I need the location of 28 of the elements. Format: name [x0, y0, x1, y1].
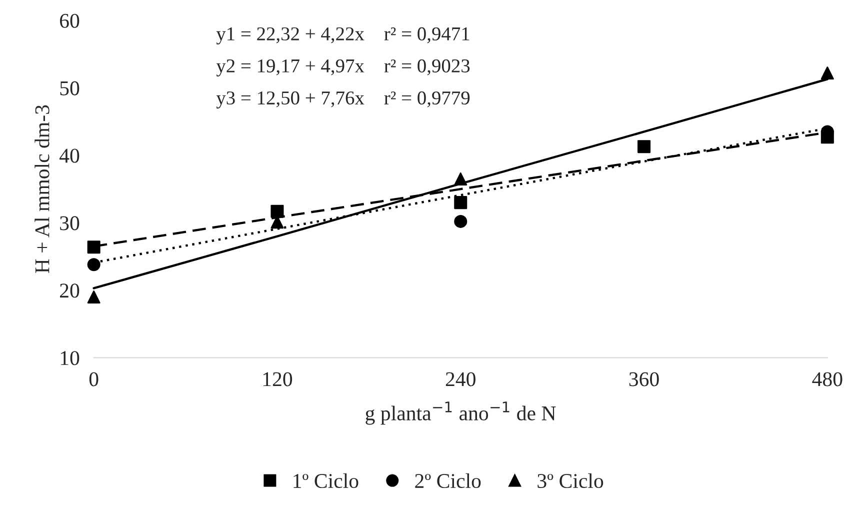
y-tick-label: 40	[60, 148, 80, 163]
point	[454, 214, 468, 228]
y-axis-title: H + Al mmolc dm-3	[34, 105, 50, 274]
y-tick-label: 20	[60, 284, 80, 298]
annotation: y1 = 22,32 + 4,22x r² = 0,9471	[216, 27, 470, 44]
y-tick-label: 50	[60, 81, 80, 96]
x-tick-label: 0	[89, 372, 98, 386]
x-tick-label: 240	[446, 372, 476, 386]
legend-label: 3º Ciclo	[538, 473, 604, 488]
point	[820, 66, 834, 80]
annotation: y2 = 19,17 + 4,97x r² = 0,9023	[216, 59, 470, 76]
x-tick-label: 480	[812, 372, 842, 386]
point	[454, 172, 468, 186]
point	[87, 240, 100, 254]
point	[638, 140, 651, 154]
x-axis-title: g planta$^{−1}$ ano$^{−1}$ de N	[366, 402, 556, 425]
y-tick-label: 30	[60, 216, 80, 230]
legend-label: 1º Ciclo	[294, 473, 358, 488]
point	[454, 196, 468, 210]
point	[270, 204, 284, 218]
legend-label: 2º Ciclo	[415, 473, 481, 488]
x-tick-label: 360	[629, 372, 659, 386]
x-tick-label: 120	[263, 372, 292, 386]
y-tick-label: 60	[60, 14, 80, 28]
y-tick-label: 10	[60, 351, 80, 366]
point	[87, 258, 100, 272]
annotation: y3 = 12,50 + 7,76x r² = 0,9779	[216, 91, 470, 109]
point	[87, 290, 100, 304]
